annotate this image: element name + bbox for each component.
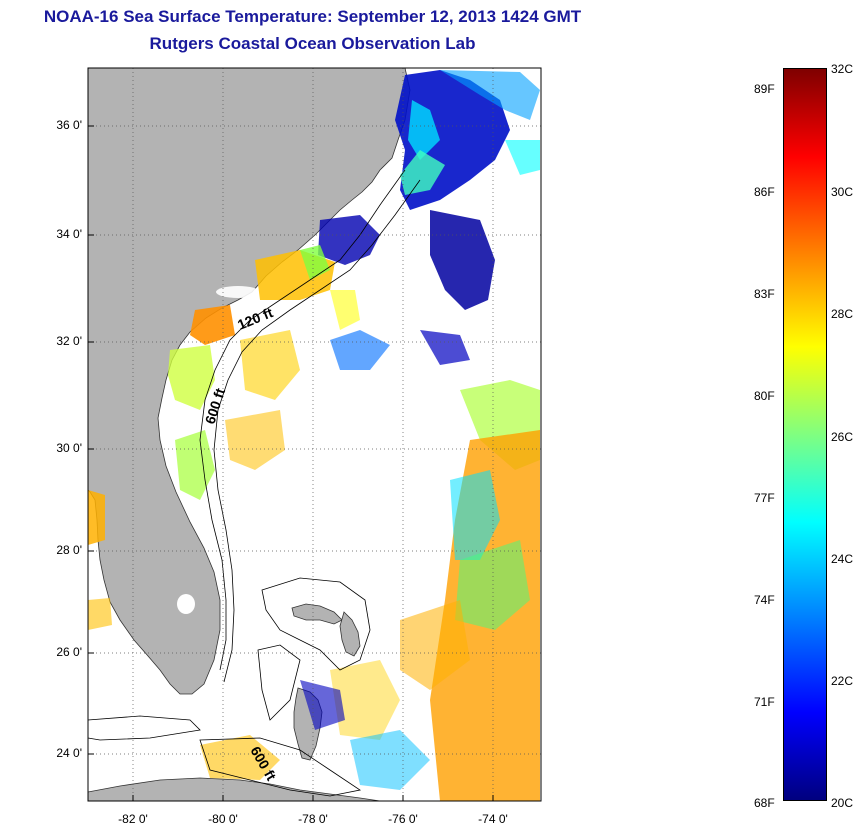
- temperature-colorbar: [783, 68, 827, 801]
- lon-tick-label: -76 0': [388, 812, 418, 826]
- colorbar-c-label: 26C: [831, 430, 854, 444]
- colorbar-c-label: 30C: [831, 185, 854, 199]
- lat-tick-label: 24 0': [56, 746, 82, 760]
- colorbar-f-label: 77F: [754, 491, 775, 505]
- colorbar-c-label: 32C: [831, 62, 854, 76]
- map-title: NOAA-16 Sea Surface Temperature: Septemb…: [43, 7, 582, 26]
- lon-tick-label: -82 0': [118, 812, 148, 826]
- colorbar-f-label: 68F: [754, 796, 775, 810]
- lon-tick-label: -78 0': [298, 812, 328, 826]
- lat-tick-label: 26 0': [56, 645, 82, 659]
- lon-tick-label: -80 0': [208, 812, 238, 826]
- bathymetry-contours: [87, 169, 421, 797]
- lat-tick-label: 28 0': [56, 543, 82, 557]
- sst-data-layer: [88, 70, 540, 801]
- map-subtitle: Rutgers Coastal Ocean Observation Lab: [149, 34, 476, 53]
- colorbar-f-label: 89F: [754, 82, 775, 96]
- us-east-coast-land: [87, 67, 411, 695]
- colorbar-c-label: 24C: [831, 552, 854, 566]
- lon-tick-label: -74 0': [478, 812, 508, 826]
- lat-tick-label: 32 0': [56, 334, 82, 348]
- colorbar-c-label: 28C: [831, 307, 854, 321]
- colorbar-f-label: 71F: [754, 695, 775, 709]
- lat-tick-label: 30 0': [56, 441, 82, 455]
- colorbar-f-label: 86F: [754, 185, 775, 199]
- lat-tick-label: 34 0': [56, 227, 82, 241]
- lake-okeechobee: [177, 594, 195, 614]
- colorbar-c-label: 22C: [831, 674, 854, 688]
- abaco-island-land: [339, 611, 361, 657]
- axis-ticks: [88, 125, 494, 801]
- colorbar-f-label: 83F: [754, 287, 775, 301]
- sound-inlet: [216, 286, 260, 298]
- colorbar-f-label: 80F: [754, 389, 775, 403]
- colorbar-c-label: 20C: [831, 796, 854, 810]
- map-frame: [87, 67, 542, 802]
- colorbar-f-label: 74F: [754, 593, 775, 607]
- lat-tick-label: 36 0': [56, 118, 82, 132]
